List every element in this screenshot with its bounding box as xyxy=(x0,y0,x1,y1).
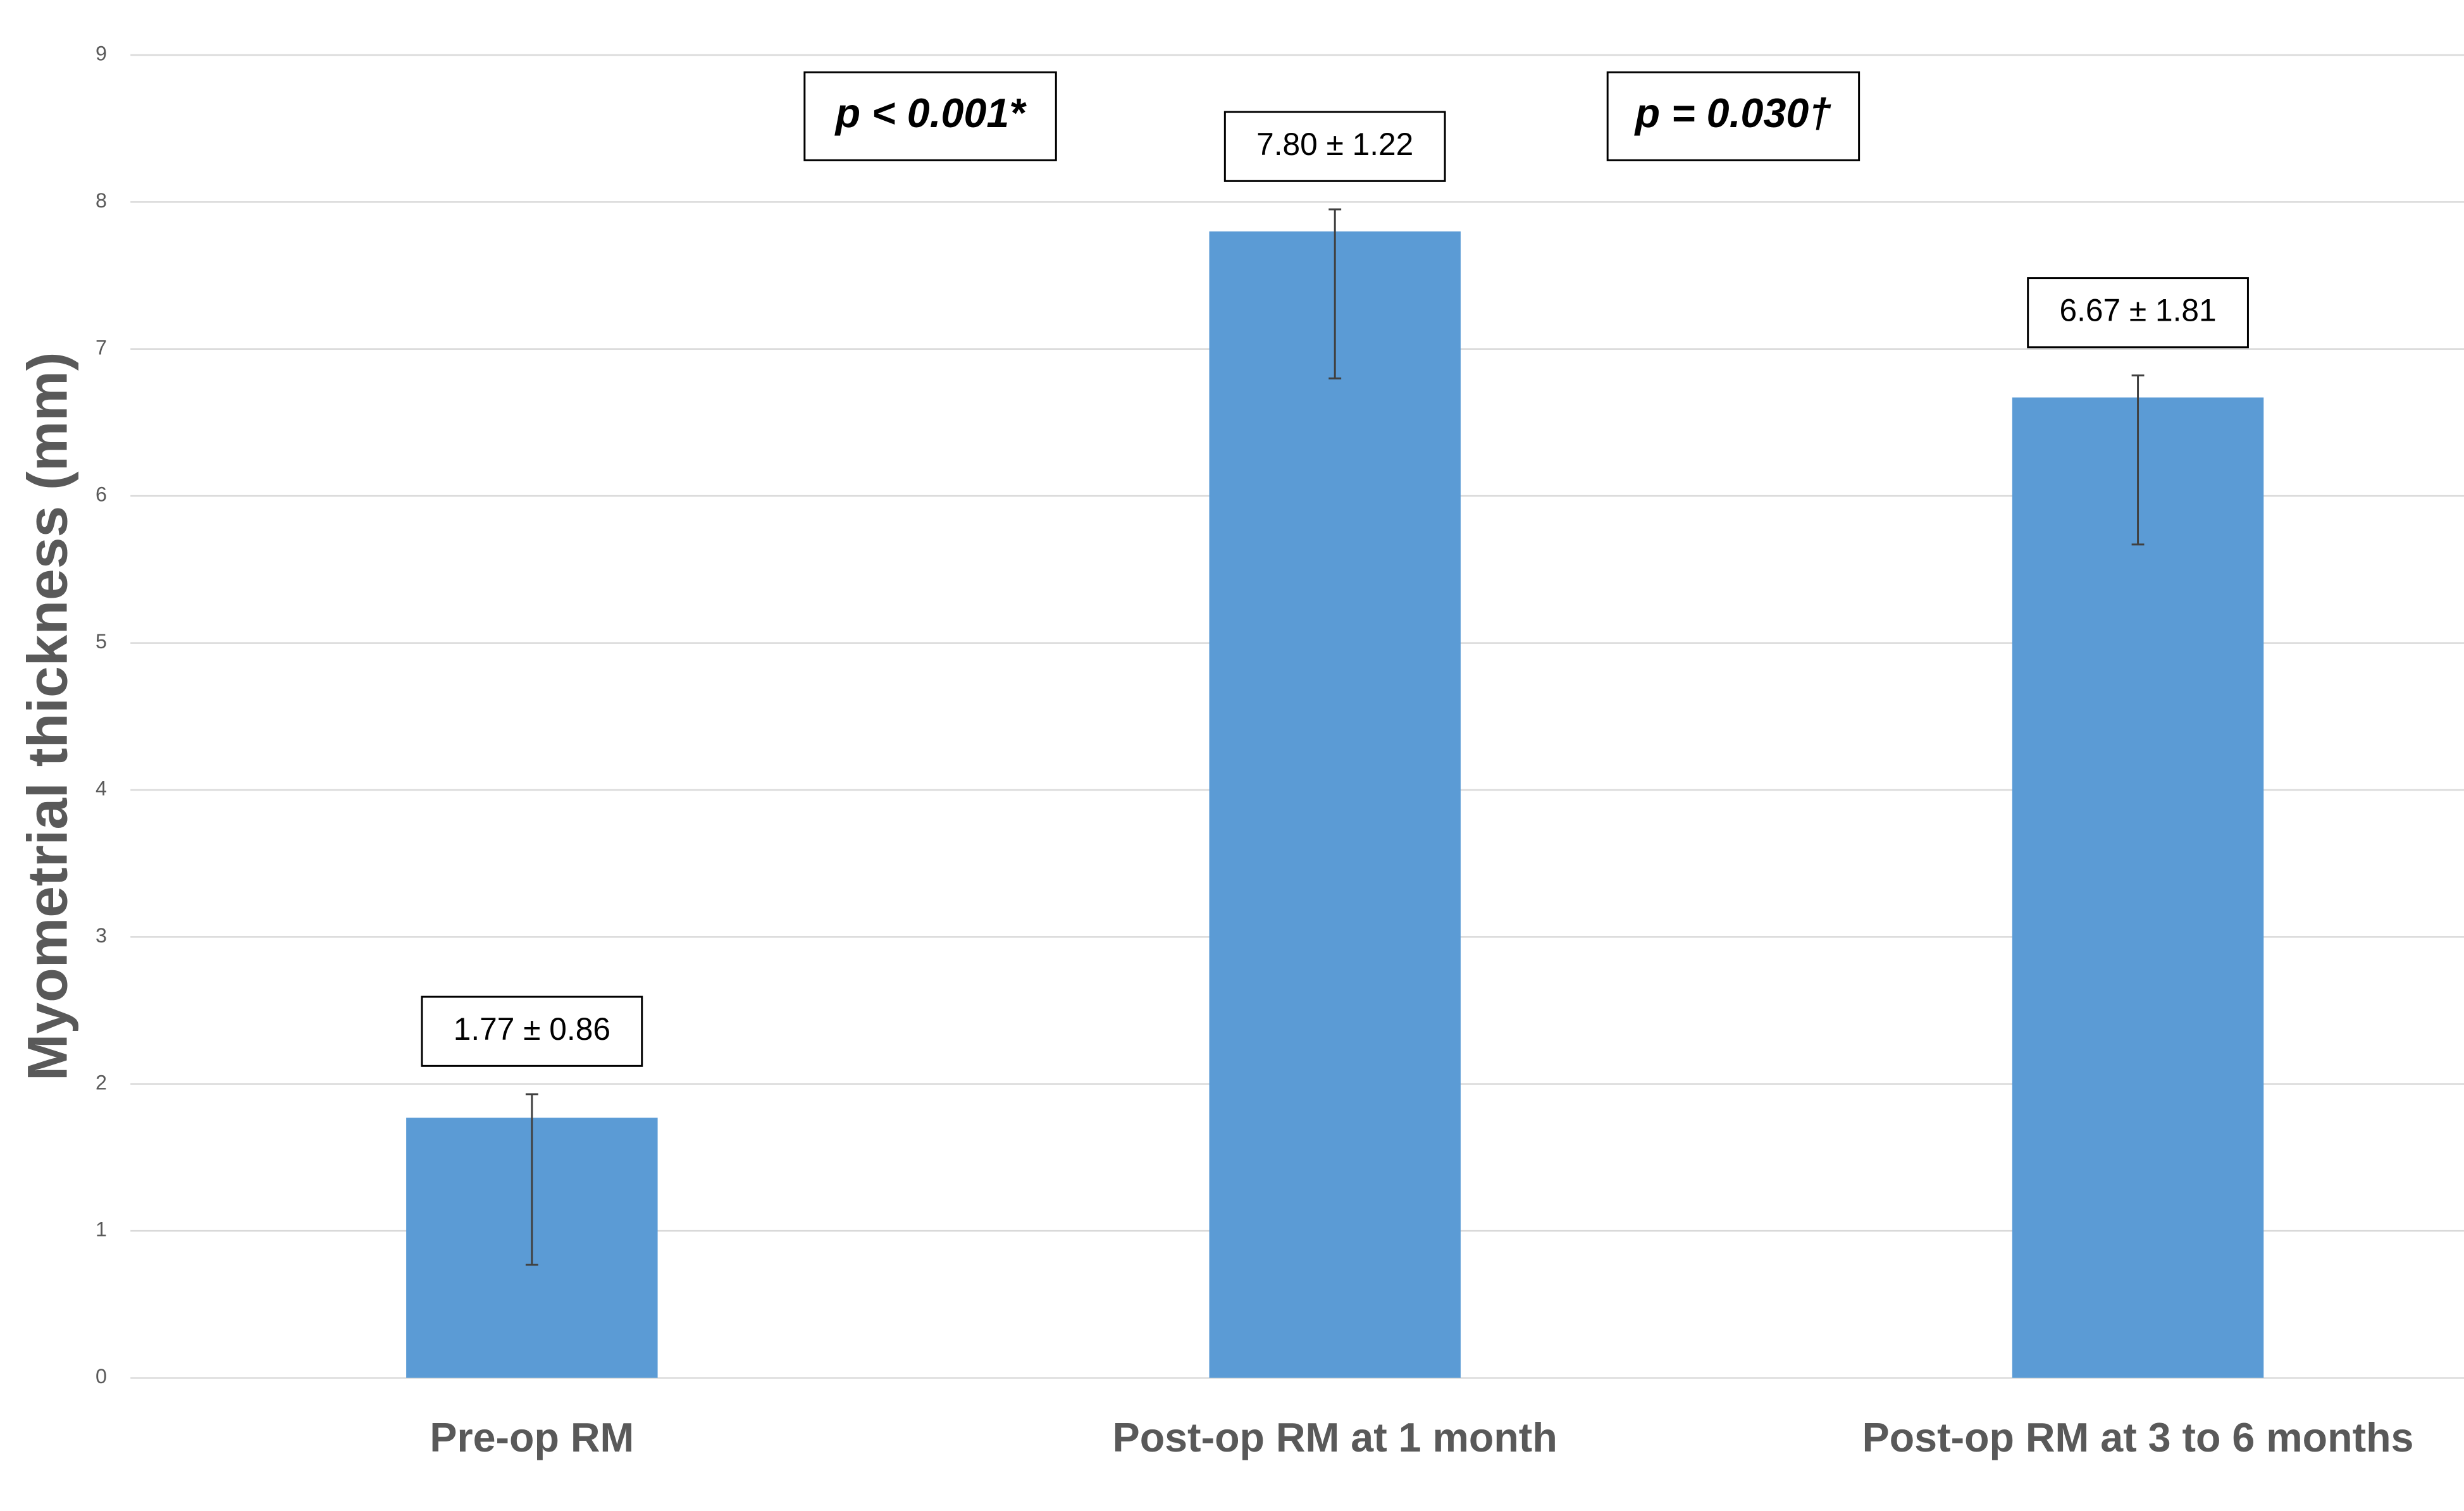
value-label-box xyxy=(2027,277,2249,348)
value-label-box xyxy=(1223,111,1446,182)
annotation: p = 0.030† xyxy=(1634,90,1832,136)
y-tick-label: 6 xyxy=(96,483,107,506)
y-tick-label: 7 xyxy=(96,336,107,359)
y-tick-label: 1 xyxy=(96,1218,107,1241)
y-tick-label: 0 xyxy=(96,1365,107,1388)
bar xyxy=(2012,397,2264,1378)
y-tick-label: 8 xyxy=(96,189,107,212)
y-tick-label: 9 xyxy=(96,42,107,65)
y-tick-label: 4 xyxy=(96,777,107,800)
annotation: p < 0.001* xyxy=(834,90,1027,136)
value-label: 7.80 ± 1.22 xyxy=(1256,126,1413,162)
x-tick-label: Pre-op RM xyxy=(430,1415,634,1460)
y-tick-label: 3 xyxy=(96,924,107,947)
value-label: 6.67 ± 1.81 xyxy=(2059,292,2216,328)
y-tick-label: 5 xyxy=(96,630,107,653)
x-tick-label: Post-op RM at 3 to 6 months xyxy=(1862,1415,2414,1460)
bar xyxy=(1209,231,1461,1378)
y-tick-label: 2 xyxy=(96,1071,107,1094)
value-label-box xyxy=(421,996,643,1067)
x-tick-label: Post-op RM at 1 month xyxy=(1113,1415,1557,1460)
y-axis-label: Myometrial thickness (mm) xyxy=(16,352,79,1081)
value-label: 1.77 ± 0.86 xyxy=(454,1011,610,1047)
annotation-box xyxy=(803,71,1057,161)
annotation-box xyxy=(1606,71,1860,161)
